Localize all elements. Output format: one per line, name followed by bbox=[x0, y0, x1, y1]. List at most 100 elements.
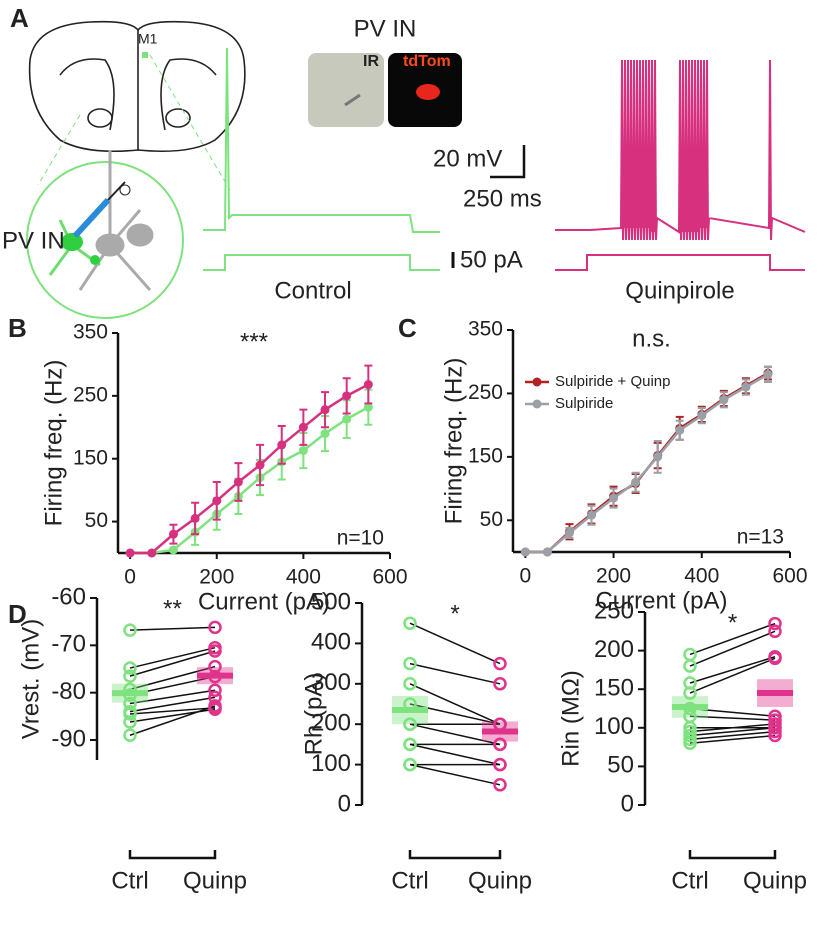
point bbox=[403, 717, 417, 731]
panel-label: A bbox=[10, 3, 29, 33]
pair-line bbox=[689, 730, 776, 741]
x-tick-label: 600 bbox=[772, 565, 807, 588]
pair-line bbox=[689, 727, 776, 737]
pv-neuron bbox=[48, 181, 131, 276]
point bbox=[542, 547, 552, 557]
point bbox=[255, 460, 265, 470]
point bbox=[697, 411, 707, 421]
y-axis-label: Firing freq. (Hz) bbox=[40, 360, 67, 527]
cell-label: PV IN bbox=[2, 227, 65, 254]
point bbox=[768, 651, 782, 666]
traces bbox=[203, 47, 806, 271]
point bbox=[768, 624, 782, 639]
point bbox=[208, 669, 222, 684]
panel-label: C bbox=[398, 313, 417, 343]
point bbox=[233, 477, 243, 487]
pair-line bbox=[689, 656, 776, 684]
x-bracket bbox=[408, 850, 502, 860]
x-bracket bbox=[128, 850, 217, 860]
annotation: *** bbox=[240, 328, 268, 355]
point bbox=[123, 682, 137, 697]
point bbox=[168, 529, 178, 539]
y-tick-label: 300 bbox=[311, 669, 351, 696]
x-tick-label: 200 bbox=[199, 566, 234, 589]
x-tick-label: Quinp bbox=[743, 867, 807, 894]
x-bracket bbox=[688, 850, 777, 860]
legend-label: Sulpiride bbox=[555, 395, 613, 412]
point bbox=[768, 728, 782, 743]
y-axis-label: Vrest. (mV) bbox=[17, 619, 44, 739]
n-label: n=13 bbox=[737, 526, 784, 549]
point bbox=[363, 402, 373, 412]
annotation: * bbox=[450, 600, 459, 627]
y-tick-label: 500 bbox=[311, 588, 351, 615]
pair-line bbox=[689, 715, 776, 721]
point bbox=[208, 683, 222, 698]
pair-line bbox=[409, 622, 501, 665]
pair-line bbox=[129, 707, 216, 715]
point bbox=[587, 510, 597, 520]
point bbox=[741, 382, 751, 392]
pair-line bbox=[409, 743, 501, 766]
point bbox=[403, 677, 417, 691]
y-tick-label: 350 bbox=[73, 321, 108, 344]
y-tick-label: 150 bbox=[73, 446, 108, 469]
point bbox=[403, 656, 417, 671]
point bbox=[123, 669, 137, 683]
point bbox=[298, 446, 308, 456]
n-label: n=10 bbox=[337, 527, 384, 550]
y-tick-label: 150 bbox=[468, 444, 503, 467]
point bbox=[403, 737, 417, 752]
point bbox=[683, 686, 697, 700]
zoom-lines bbox=[37, 54, 231, 191]
point bbox=[147, 548, 157, 558]
ir-cell bbox=[344, 93, 361, 107]
point bbox=[675, 425, 685, 435]
pair-line bbox=[129, 705, 216, 736]
point bbox=[363, 380, 373, 390]
point bbox=[403, 697, 417, 711]
point bbox=[609, 493, 619, 503]
x-axis-label: Current (pA) bbox=[198, 588, 330, 615]
legend-label: Sulpiride + Quinp bbox=[555, 373, 671, 390]
x-tick-label: Ctrl bbox=[391, 867, 428, 894]
point bbox=[493, 717, 507, 731]
x-axis-label: Current (pA) bbox=[595, 587, 727, 614]
point bbox=[719, 395, 729, 405]
point bbox=[683, 736, 697, 750]
tdtom-label: tdTom bbox=[403, 53, 451, 70]
scale-current: 50 pA bbox=[460, 246, 523, 273]
y-tick-label: 200 bbox=[594, 636, 634, 663]
x-tick-label: Ctrl bbox=[111, 867, 148, 894]
y-tick-label: -90 bbox=[51, 725, 86, 752]
pair-line bbox=[409, 763, 501, 786]
pair-line bbox=[689, 622, 776, 656]
series-line bbox=[130, 406, 369, 555]
pair-line bbox=[689, 657, 776, 694]
legend-marker bbox=[532, 377, 542, 387]
point bbox=[208, 699, 222, 713]
pair-line bbox=[409, 723, 501, 746]
y-tick-label: 100 bbox=[311, 750, 351, 777]
point bbox=[298, 422, 308, 432]
scale-bar bbox=[490, 145, 526, 179]
x-tick-label: 0 bbox=[520, 565, 532, 588]
tdtom-cell bbox=[416, 84, 440, 100]
y-axis-label: Rh (pA) bbox=[300, 673, 327, 756]
pair-line bbox=[409, 662, 501, 685]
point bbox=[493, 778, 507, 792]
y-tick-label: 350 bbox=[468, 318, 503, 341]
point bbox=[168, 545, 178, 555]
x-tick-label: Quinp bbox=[468, 867, 532, 894]
x-tick-label: 0 bbox=[124, 566, 136, 589]
pair-line bbox=[409, 683, 501, 725]
brain-diagram bbox=[28, 20, 246, 153]
y-tick-label: -80 bbox=[51, 678, 86, 705]
x-tick-label: Ctrl bbox=[671, 867, 708, 894]
y-tick-label: 250 bbox=[73, 383, 108, 406]
pair-line bbox=[689, 734, 776, 744]
y-tick-label: 400 bbox=[311, 629, 351, 656]
point bbox=[520, 547, 530, 557]
point bbox=[342, 391, 352, 401]
